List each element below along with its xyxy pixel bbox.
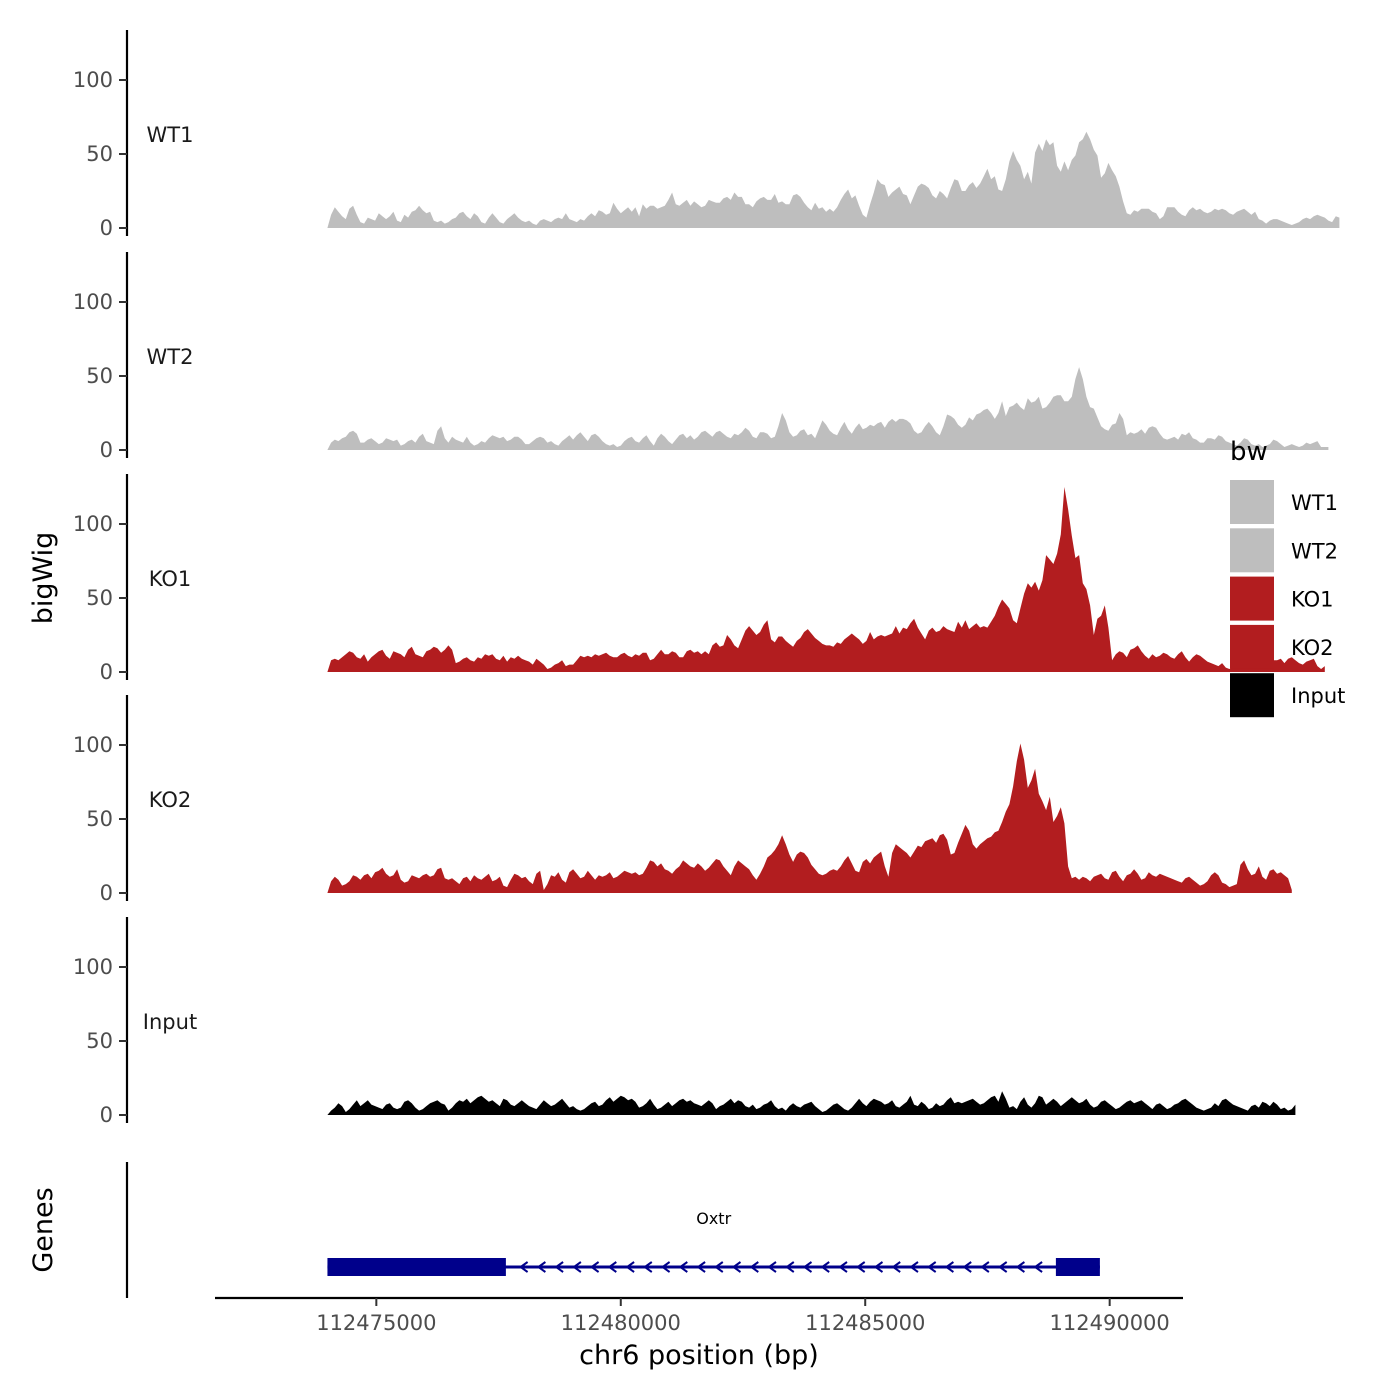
track-wt1: 0 50 100 WT1 xyxy=(73,30,1340,240)
strand-arrow xyxy=(660,1261,671,1273)
y-tick-label: 50 xyxy=(86,364,113,388)
strand-arrow xyxy=(785,1261,795,1273)
y-tick-label: 100 xyxy=(73,955,113,979)
y-tick-label: 50 xyxy=(86,586,113,610)
legend-label: WT1 xyxy=(1291,491,1338,515)
gene-label: Oxtr xyxy=(696,1209,731,1228)
y-tick-label: 0 xyxy=(100,216,113,240)
x-tick-label: 112490000 xyxy=(1050,1311,1170,1335)
y-tick-label: 0 xyxy=(100,881,113,905)
strand-arrow xyxy=(944,1261,954,1273)
strand-arrow xyxy=(696,1261,706,1273)
strand-arrow xyxy=(749,1261,759,1273)
strand-arrow xyxy=(536,1261,546,1273)
track-label: KO1 xyxy=(149,567,192,591)
y-tick-label: 100 xyxy=(73,68,113,92)
x-tick-label: 112475000 xyxy=(316,1311,436,1335)
y-tick-label: 100 xyxy=(73,733,113,757)
strand-arrow xyxy=(572,1261,582,1273)
x-tick-label: 112485000 xyxy=(805,1311,925,1335)
x-axis-title: chr6 position (bp) xyxy=(579,1340,819,1371)
x-axis: 112475000 112480000 112485000 112490000 xyxy=(215,1296,1183,1335)
genes-axis-title: Genes xyxy=(28,1187,59,1272)
legend-key xyxy=(1230,673,1274,718)
y-tick-label: 0 xyxy=(100,1103,113,1127)
y-tick-label: 0 xyxy=(100,660,113,684)
x-tick-label: 112480000 xyxy=(561,1311,681,1335)
y-tick-label: 50 xyxy=(86,142,113,166)
track-input: 0 50 100 Input xyxy=(73,917,1296,1127)
strand-arrow xyxy=(873,1261,884,1273)
legend-label: WT2 xyxy=(1291,539,1338,563)
track-label: Input xyxy=(143,1010,197,1034)
strand-arrow xyxy=(838,1261,848,1273)
coverage-area-wt2 xyxy=(327,367,1329,450)
y-tick-label: 50 xyxy=(86,807,113,831)
gene-model xyxy=(327,1258,1100,1276)
y-tick-label: 100 xyxy=(73,290,113,314)
strand-arrow xyxy=(643,1261,653,1273)
legend-key xyxy=(1230,624,1274,669)
coverage-area-ko2 xyxy=(327,743,1292,893)
gene-exon xyxy=(1055,1258,1100,1276)
strand-arrow xyxy=(909,1261,919,1273)
strand-arrow xyxy=(554,1261,564,1273)
legend: bw WT1 WT2 KO1 KO2 Input xyxy=(1230,437,1345,718)
y-tick-label: 0 xyxy=(100,438,113,462)
strand-arrow xyxy=(820,1261,830,1273)
strand-arrow xyxy=(962,1261,972,1273)
strand-arrow xyxy=(678,1261,688,1273)
gene-exon xyxy=(327,1258,506,1276)
legend-title: bw xyxy=(1230,437,1268,467)
x-ticks: 112475000 112480000 112485000 112490000 xyxy=(316,1298,1170,1335)
track-label: KO2 xyxy=(149,788,192,812)
track-ko2: 0 50 100 KO2 xyxy=(73,695,1292,905)
y-tick-label: 100 xyxy=(73,512,113,536)
strand-arrow xyxy=(926,1261,937,1273)
strand-arrow xyxy=(997,1261,1008,1273)
legend-label: KO2 xyxy=(1291,636,1334,660)
legend-key xyxy=(1230,480,1274,524)
track-wt2: 0 50 100 WT2 xyxy=(73,252,1329,462)
strand-arrow xyxy=(625,1261,635,1273)
legend-label: KO1 xyxy=(1291,588,1334,612)
genes-panel: Genes Oxtr xyxy=(28,1162,1100,1298)
legend-label: Input xyxy=(1291,684,1345,708)
strand-arrow xyxy=(767,1261,777,1273)
strand-arrow xyxy=(1033,1261,1043,1273)
strand-arrow xyxy=(607,1261,617,1273)
strand-arrow xyxy=(891,1261,901,1273)
coverage-area-wt1 xyxy=(327,131,1340,228)
strand-arrow xyxy=(731,1261,742,1273)
y-axis-title: bigWig xyxy=(28,532,59,625)
y-tick-label: 50 xyxy=(86,1029,113,1053)
strand-arrow xyxy=(518,1261,529,1273)
strand-arrow xyxy=(855,1261,866,1273)
legend-key xyxy=(1230,576,1274,621)
strand-arrow xyxy=(980,1261,990,1273)
coverage-area-input xyxy=(327,1091,1296,1115)
track-label: WT1 xyxy=(147,123,194,147)
strand-arrow xyxy=(714,1261,724,1273)
track-label: WT2 xyxy=(147,345,194,369)
track-ko1: 0 50 100 KO1 xyxy=(73,474,1325,684)
coverage-area-ko1 xyxy=(327,487,1325,672)
strand-arrow xyxy=(589,1261,600,1273)
tracks-group: 0 50 100 WT1 0 50 100 WT2 0 50 100 KO1 0 50 100 KO2 0 50 1… xyxy=(73,30,1340,1127)
legend-key xyxy=(1230,528,1274,573)
strand-arrow xyxy=(1015,1261,1025,1273)
strand-arrow xyxy=(802,1261,813,1273)
